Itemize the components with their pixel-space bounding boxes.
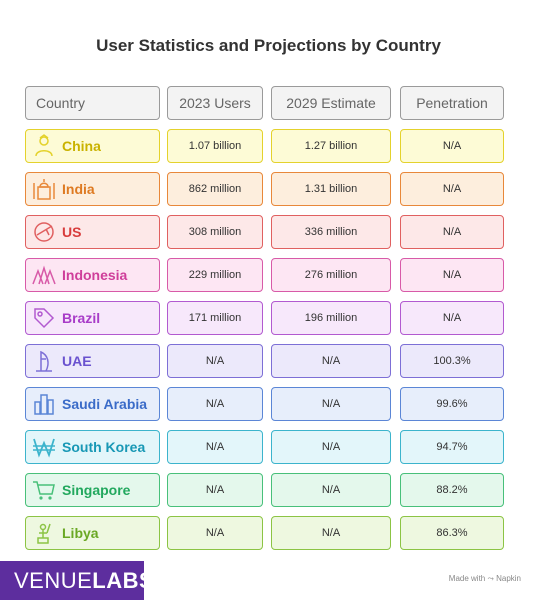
statue-icon: [37, 523, 51, 544]
country-cell: US: [25, 215, 160, 249]
price-tag-icon: [34, 308, 55, 329]
country-name: US: [62, 224, 82, 240]
logo-text-labs: LABS: [92, 567, 155, 593]
penetration-cell: N/A: [400, 172, 504, 206]
country-name: Singapore: [62, 482, 131, 498]
penetration-cell: N/A: [400, 215, 504, 249]
logo-text-venue: VENUE: [14, 567, 93, 593]
country-name: Brazil: [62, 310, 101, 326]
penetration-cell: 94.7%: [400, 430, 504, 464]
users-2023-cell: N/A: [167, 473, 263, 507]
penetration-cell: 100.3%: [400, 344, 504, 378]
shopping-cart-icon: [33, 481, 55, 500]
country-cell: UAE: [25, 344, 160, 378]
country-name: Saudi Arabia: [62, 396, 148, 412]
estimate-2029-cell: 276 million: [271, 258, 391, 292]
won-currency-icon: [33, 438, 55, 458]
users-2023-cell: N/A: [167, 516, 263, 550]
made-with-napkin: Made with ⤳ Napkin: [448, 574, 521, 583]
header-2023-users: 2023 Users: [167, 86, 263, 120]
estimate-2029-cell: N/A: [271, 387, 391, 421]
penetration-cell: N/A: [400, 129, 504, 163]
country-name: Indonesia: [62, 267, 128, 283]
users-2023-cell: N/A: [167, 344, 263, 378]
country-cell: Libya: [25, 516, 160, 550]
penetration-cell: N/A: [400, 258, 504, 292]
person-icon: [35, 134, 53, 157]
country-cell: South Korea: [25, 430, 160, 464]
burj-al-arab-icon: [36, 350, 52, 372]
users-2023-cell: 862 million: [167, 172, 263, 206]
country-name: South Korea: [62, 439, 146, 455]
taj-mahal-icon: [33, 179, 55, 200]
users-2023-cell: N/A: [167, 430, 263, 464]
country-name: India: [62, 181, 95, 197]
penetration-cell: 88.2%: [400, 473, 504, 507]
country-cell: India: [25, 172, 160, 206]
country-cell: Brazil: [25, 301, 160, 335]
penetration-cell: 99.6%: [400, 387, 504, 421]
country-cell: Saudi Arabia: [25, 387, 160, 421]
users-2023-cell: 229 million: [167, 258, 263, 292]
country-name: Libya: [62, 525, 99, 541]
header-penetration: Penetration: [400, 86, 504, 120]
penetration-cell: N/A: [400, 301, 504, 335]
skyscrapers-icon: [34, 394, 54, 415]
estimate-2029-cell: 1.27 billion: [271, 129, 391, 163]
estimate-2029-cell: 1.31 billion: [271, 172, 391, 206]
header-2029-estimate: 2029 Estimate: [271, 86, 391, 120]
header-country: Country: [25, 86, 160, 120]
country-name: China: [62, 138, 101, 154]
globe-plane-icon: [34, 222, 54, 242]
country-cell: Singapore: [25, 473, 160, 507]
country-name: UAE: [62, 353, 92, 369]
users-2023-cell: N/A: [167, 387, 263, 421]
country-cell: Indonesia: [25, 258, 160, 292]
estimate-2029-cell: N/A: [271, 430, 391, 464]
mountains-icon: [32, 265, 56, 285]
estimate-2029-cell: N/A: [271, 344, 391, 378]
estimate-2029-cell: N/A: [271, 473, 391, 507]
estimate-2029-cell: 196 million: [271, 301, 391, 335]
country-cell: China: [25, 129, 160, 163]
users-2023-cell: 308 million: [167, 215, 263, 249]
users-2023-cell: 1.07 billion: [167, 129, 263, 163]
estimate-2029-cell: 336 million: [271, 215, 391, 249]
penetration-cell: 86.3%: [400, 516, 504, 550]
page-title: User Statistics and Projections by Count…: [96, 36, 441, 55]
estimate-2029-cell: N/A: [271, 516, 391, 550]
users-2023-cell: 171 million: [167, 301, 263, 335]
venuelabs-logo: VENUELABS: [0, 561, 154, 600]
